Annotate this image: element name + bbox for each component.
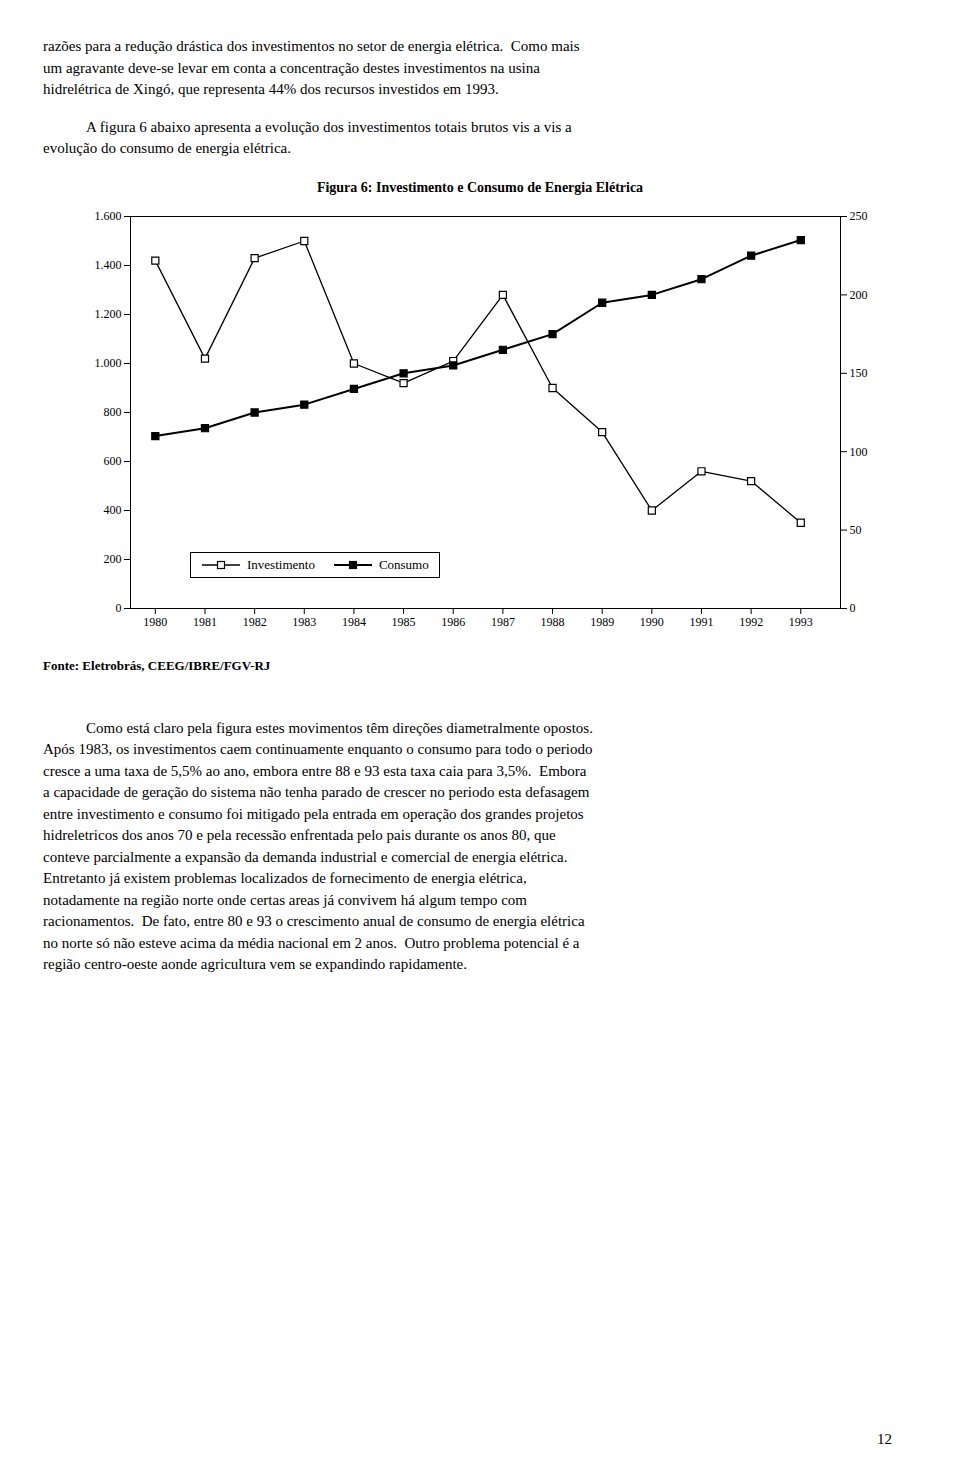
svg-text:200: 200 <box>850 287 868 301</box>
html-text:A figura 6 abaixo apresenta a: A figura 6 abaixo apresenta a evolução d… <box>86 118 572 135</box>
html-text:racionamentos. De fato, entre: racionamentos. De fato, entre 80 e 93 o … <box>43 913 585 929</box>
svg-text:1.000: 1.000 <box>95 356 122 370</box>
html-text:entre investimento e consumo f: entre investimento e consumo foi mitigad… <box>43 805 584 822</box>
html-text:Consumo: Consumo <box>378 556 429 572</box>
html-text:conteve parcialmente a expansã: conteve parcialmente a expansão da deman… <box>43 848 568 865</box>
svg-text:1987: 1987 <box>491 615 515 629</box>
svg-text:150: 150 <box>850 366 868 380</box>
svg-text:200: 200 <box>104 552 122 566</box>
svg-text:1983: 1983 <box>292 615 316 629</box>
html-text:hidrelétrica de Xingó, que rep: hidrelétrica de Xingó, que representa 44… <box>43 81 499 97</box>
svg-text:1981: 1981 <box>193 615 217 629</box>
html-text:no norte só não esteve acima d: no norte só não esteve acima da média na… <box>43 934 580 951</box>
svg-text:1993: 1993 <box>789 615 813 629</box>
svg-text:0: 0 <box>116 601 122 615</box>
html-text:evolução do consumo de energia: evolução do consumo de energia elétrica. <box>43 140 291 156</box>
svg-text:1990: 1990 <box>640 615 664 629</box>
svg-text:400: 400 <box>104 503 122 517</box>
svg-text:1986: 1986 <box>441 615 465 629</box>
svg-text:1.400: 1.400 <box>95 258 122 272</box>
html-text:região centro-oeste aonde agri: região centro-oeste aonde agricultura ve… <box>43 956 467 972</box>
svg-text:600: 600 <box>104 454 122 468</box>
svg-text:100: 100 <box>850 444 868 458</box>
html-text:Como está claro pela figura es: Como está claro pela figura estes movime… <box>86 719 593 736</box>
svg-text:250: 250 <box>850 209 868 223</box>
html-text:a capacidade de geração do sis: a capacidade de geração do sistema não t… <box>43 784 590 800</box>
svg-text:1992: 1992 <box>739 615 763 629</box>
svg-text:1991: 1991 <box>689 615 713 629</box>
html-text:12: 12 <box>877 1431 892 1447</box>
svg-text:50: 50 <box>850 522 862 536</box>
html-text:um agravante deve-se levar em: um agravante deve-se levar em conta a co… <box>43 59 540 76</box>
html-text:razões para a redução drástica: razões para a redução drástica dos inves… <box>43 38 580 54</box>
svg-text:1.200: 1.200 <box>95 307 122 321</box>
svg-text:1984: 1984 <box>342 615 366 629</box>
svg-text:1985: 1985 <box>392 615 416 629</box>
svg-text:1980: 1980 <box>143 615 167 629</box>
html-text:notadamente na região norte on: notadamente na região norte onde certas … <box>43 891 527 908</box>
html-text:Fonte: Eletrobrás, CEEG/IBRE/F: Fonte: Eletrobrás, CEEG/IBRE/FGV-RJ <box>43 657 271 673</box>
svg-text:800: 800 <box>104 405 122 419</box>
html-text:cresce a uma taxa de 5,5% ao a: cresce a uma taxa de 5,5% ao ano, embora… <box>43 762 587 779</box>
svg-text:0: 0 <box>850 601 856 615</box>
svg-text:1982: 1982 <box>243 615 267 629</box>
html-text:hidreletricos dos anos 70 e pe: hidreletricos dos anos 70 e pela recessã… <box>43 827 556 843</box>
html-text:Investimento: Investimento <box>247 556 315 572</box>
svg-text:1.600: 1.600 <box>95 209 122 223</box>
svg-text:1989: 1989 <box>590 615 614 629</box>
html-text:Entretanto já existem problema: Entretanto já existem problemas localiza… <box>43 870 527 886</box>
svg-text:1988: 1988 <box>541 615 565 629</box>
html-text:Após 1983, os investimentos ca: Após 1983, os investimentos caem continu… <box>43 741 593 757</box>
html-text:Figura 6: Investimento e Consu: Figura 6: Investimento e Consumo de Ener… <box>316 179 644 195</box>
